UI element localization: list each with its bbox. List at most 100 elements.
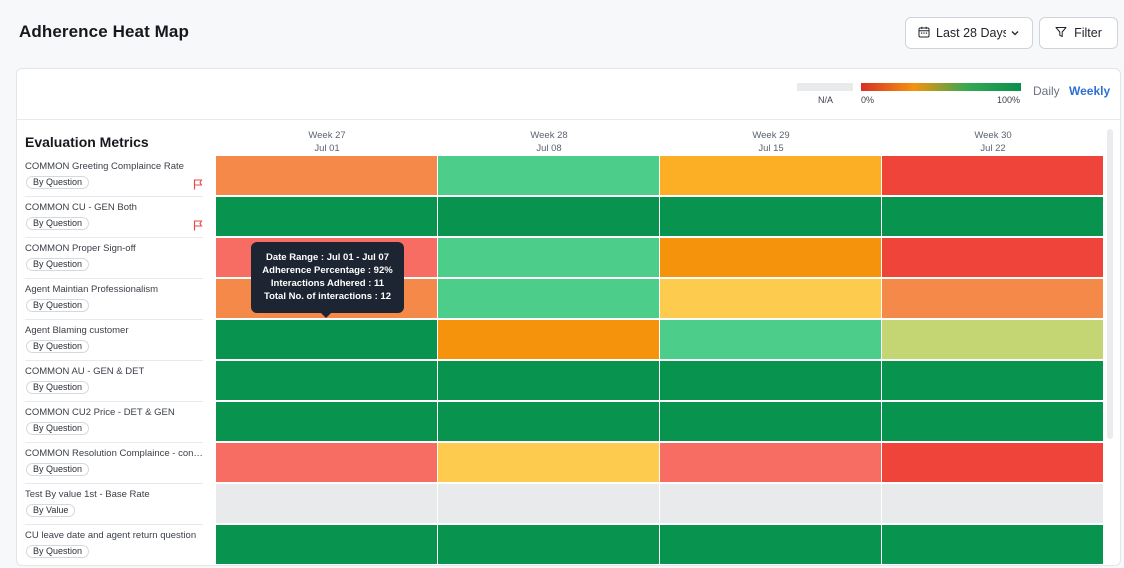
metric-type-badge: By Question [26, 340, 90, 353]
heatmap-cell[interactable] [438, 443, 659, 482]
heatmap-cell[interactable] [882, 361, 1103, 400]
filter-label: Filter [1074, 26, 1102, 40]
heatmap-cell[interactable] [882, 320, 1103, 359]
metric-row: COMMON AU - GEN & DET By Question [25, 361, 203, 402]
flag-icon[interactable] [193, 177, 203, 195]
metric-type-badge: By Question [26, 176, 90, 189]
chevron-down-icon [1010, 27, 1020, 41]
heatmap-cell[interactable] [660, 197, 881, 236]
legend-max-label: 100% [997, 95, 1021, 105]
metric-row: COMMON CU2 Price - DET & GEN By Question [25, 402, 203, 443]
heatmap-cell[interactable] [882, 443, 1103, 482]
metric-name: COMMON AU - GEN & DET [25, 366, 145, 377]
heatmap-cell[interactable] [882, 156, 1103, 195]
heatmap-cell[interactable] [216, 484, 437, 523]
heatmap-cell[interactable] [216, 156, 437, 195]
metric-name: CU leave date and agent return question [25, 530, 197, 541]
week-date: Jul 22 [980, 143, 1006, 154]
metric-row: COMMON Resolution Complaince - conf... By… [25, 443, 203, 484]
filter-button[interactable]: Filter [1039, 17, 1118, 49]
toggle-weekly[interactable]: Weekly [1069, 84, 1111, 98]
metric-row: Test By value 1st - Base Rate By Value [25, 484, 203, 525]
heatmap-cell[interactable] [438, 402, 659, 441]
heatmap-cell[interactable] [438, 156, 659, 195]
heatmap-card: N/A 0% 100% Daily Weekly Evaluation Metr… [16, 68, 1121, 566]
metric-name: Test By value 1st - Base Rate [25, 489, 150, 500]
week-header: Week 27 Jul 01 [216, 129, 438, 155]
date-range-label: Last 28 Days [936, 26, 1006, 40]
metric-name: COMMON Proper Sign-off [25, 243, 136, 254]
heatmap-cell[interactable] [216, 525, 437, 564]
flag-icon[interactable] [193, 218, 203, 236]
metric-type-badge: By Question [26, 381, 90, 394]
week-label: Week 27 [308, 130, 346, 141]
calendar-icon [918, 26, 930, 41]
week-header: Week 28 Jul 08 [438, 129, 660, 155]
heatmap-cell[interactable] [882, 279, 1103, 318]
tooltip-date-range: Date Range : Jul 01 - Jul 07 [265, 252, 389, 263]
heatmap-cell[interactable] [660, 361, 881, 400]
toggle-daily[interactable]: Daily [1033, 84, 1060, 98]
heatmap-cell[interactable] [660, 320, 881, 359]
metric-row: COMMON Greeting Complaince Rate By Questi… [25, 156, 203, 197]
heatmap-cell[interactable] [882, 197, 1103, 236]
heatmap-cell[interactable] [438, 197, 659, 236]
week-date: Jul 08 [536, 143, 562, 154]
week-header: Week 29 Jul 15 [660, 129, 882, 155]
heatmap-cell[interactable] [660, 238, 881, 277]
legend-min-label: 0% [861, 95, 875, 105]
heatmap-cell[interactable] [216, 402, 437, 441]
legend-na-swatch [797, 83, 853, 91]
heatmap-cell[interactable] [438, 525, 659, 564]
heatmap-cell[interactable] [660, 279, 881, 318]
heatmap-cell[interactable] [216, 361, 437, 400]
heatmap-tooltip: Date Range : Jul 01 - Jul 07 Adherence P… [251, 242, 404, 318]
tooltip-adherence: Adherence Percentage : 92% [262, 265, 393, 276]
heatmap-cell[interactable] [882, 238, 1103, 277]
metric-name: COMMON CU - GEN Both [25, 202, 137, 213]
vertical-scrollbar[interactable] [1107, 129, 1113, 439]
heatmap-cell[interactable] [438, 361, 659, 400]
heatmap-cell[interactable] [660, 484, 881, 523]
metric-type-badge: By Question [26, 545, 90, 558]
page-header: Adherence Heat Map Last 28 Days Filter [0, 0, 1124, 68]
metric-row: Agent Blaming customer By Question [25, 320, 203, 361]
heatmap-cell[interactable] [882, 525, 1103, 564]
heatmap-cell[interactable] [216, 320, 437, 359]
legend-na-label: N/A [817, 95, 833, 105]
heatmap-grid [216, 156, 1106, 565]
heatmap-cell[interactable] [882, 484, 1103, 523]
week-label: Week 28 [530, 130, 568, 141]
heatmap-cell[interactable] [882, 402, 1103, 441]
week-date: Jul 15 [758, 143, 784, 154]
metric-type-badge: By Value [26, 504, 76, 517]
metric-row: Agent Maintian Professionalism By Questio… [25, 279, 203, 320]
date-range-dropdown[interactable]: Last 28 Days [905, 17, 1033, 49]
metric-name: COMMON CU2 Price - DET & GEN [25, 407, 175, 418]
heatmap-cell[interactable] [660, 443, 881, 482]
tooltip-adhered: Interactions Adhered : 11 [270, 278, 385, 289]
metric-type-badge: By Question [26, 258, 90, 271]
heatmap-cell[interactable] [438, 320, 659, 359]
metric-name: COMMON Resolution Complaince - conf... [25, 448, 203, 459]
heatmap-cell[interactable] [660, 156, 881, 195]
heatmap-cell[interactable] [216, 443, 437, 482]
metrics-title: Evaluation Metrics [25, 134, 149, 150]
metric-row: CU leave date and agent return question B… [25, 525, 203, 565]
metric-type-badge: By Question [26, 217, 90, 230]
metric-type-badge: By Question [26, 463, 90, 476]
metric-type-badge: By Question [26, 299, 90, 312]
heatmap-cell[interactable] [438, 279, 659, 318]
heatmap-cell[interactable] [438, 238, 659, 277]
heatmap-cell[interactable] [660, 525, 881, 564]
heatmap-cell[interactable] [660, 402, 881, 441]
metric-name: COMMON Greeting Complaince Rate [25, 161, 184, 172]
page-title: Adherence Heat Map [19, 22, 189, 41]
week-label: Week 30 [974, 130, 1012, 141]
tooltip-arrow [321, 313, 331, 318]
heatmap-cell[interactable] [216, 197, 437, 236]
metric-name: Agent Blaming customer [25, 325, 129, 336]
metric-name: Agent Maintian Professionalism [25, 284, 159, 295]
metric-row: COMMON CU - GEN Both By Question [25, 197, 203, 238]
heatmap-cell[interactable] [438, 484, 659, 523]
